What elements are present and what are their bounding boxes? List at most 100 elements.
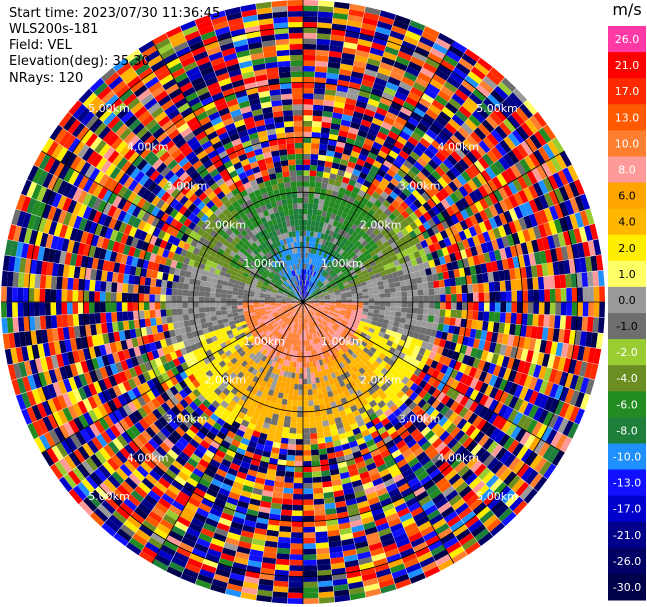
velocity-bin xyxy=(274,402,282,410)
velocity-bin xyxy=(552,233,561,248)
velocity-bin xyxy=(325,83,337,91)
velocity-bin xyxy=(438,461,450,473)
velocity-bin xyxy=(434,69,450,81)
velocity-bin xyxy=(357,500,370,509)
velocity-bin xyxy=(462,302,468,311)
velocity-bin xyxy=(308,186,315,193)
velocity-bin xyxy=(547,262,555,276)
velocity-bin xyxy=(300,340,303,346)
velocity-bin xyxy=(314,326,318,333)
velocity-bin xyxy=(279,520,292,527)
velocity-bin xyxy=(315,181,322,189)
velocity-bin xyxy=(227,531,241,541)
velocity-bin xyxy=(492,322,500,333)
velocity-bin xyxy=(303,291,305,297)
velocity-bin xyxy=(301,307,303,313)
velocity-bin xyxy=(549,302,556,315)
velocity-bin xyxy=(320,256,326,263)
velocity-bin xyxy=(412,359,421,368)
velocity-bin xyxy=(281,398,288,405)
velocity-bin xyxy=(555,153,567,170)
velocity-bin xyxy=(262,490,273,498)
velocity-bin xyxy=(321,177,330,184)
velocity-bin xyxy=(356,176,366,185)
velocity-bin xyxy=(334,290,341,294)
velocity-bin xyxy=(324,299,331,301)
velocity-bin xyxy=(314,271,318,278)
velocity-bin xyxy=(533,111,547,128)
velocity-bin xyxy=(317,569,332,577)
velocity-bin xyxy=(317,11,333,18)
velocity-bin xyxy=(287,444,296,451)
velocity-bin xyxy=(377,182,387,191)
velocity-bin xyxy=(487,496,501,510)
velocity-bin xyxy=(335,233,342,241)
velocity-bin xyxy=(278,453,287,461)
velocity-bin xyxy=(522,302,529,314)
velocity-bin xyxy=(317,564,332,571)
velocity-bin xyxy=(414,46,430,58)
velocity-bin xyxy=(271,378,278,386)
velocity-bin xyxy=(373,112,386,122)
velocity-bin xyxy=(262,387,270,395)
velocity-bin xyxy=(205,316,212,323)
velocity-bin xyxy=(329,468,340,476)
velocity-bin xyxy=(471,523,487,538)
velocity-bin xyxy=(343,328,350,335)
velocity-bin xyxy=(325,513,338,521)
velocity-bin xyxy=(446,138,459,151)
velocity-bin xyxy=(343,448,353,456)
velocity-bin xyxy=(455,110,468,123)
velocity-bin xyxy=(346,221,354,229)
velocity-bin xyxy=(465,424,477,437)
velocity-bin xyxy=(248,299,254,302)
velocity-bin xyxy=(360,567,376,576)
velocity-bin xyxy=(303,175,310,182)
velocity-bin xyxy=(283,348,288,355)
velocity-bin xyxy=(452,67,468,80)
velocity-bin xyxy=(393,408,403,418)
velocity-bin xyxy=(323,363,329,370)
velocity-bin xyxy=(385,268,392,275)
velocity-bin xyxy=(454,189,464,201)
velocity-bin xyxy=(437,416,449,427)
velocity-bin xyxy=(193,302,199,308)
velocity-bin xyxy=(396,390,405,399)
velocity-bin xyxy=(303,450,311,456)
velocity-bin xyxy=(267,406,275,414)
velocity-bin xyxy=(116,311,123,322)
velocity-bin xyxy=(405,215,414,225)
velocity-bin xyxy=(406,312,413,319)
velocity-bin xyxy=(160,309,167,317)
velocity-bin xyxy=(431,322,439,331)
velocity-bin xyxy=(543,276,550,289)
velocity-bin xyxy=(332,573,347,581)
velocity-bin xyxy=(236,447,246,456)
velocity-bin xyxy=(538,380,549,395)
velocity-bin xyxy=(324,305,331,308)
velocity-bin xyxy=(477,283,484,293)
velocity-bin xyxy=(391,395,401,404)
velocity-bin xyxy=(479,510,495,524)
velocity-bin xyxy=(289,327,294,333)
velocity-bin xyxy=(365,220,373,229)
velocity-bin xyxy=(210,584,227,594)
velocity-bin xyxy=(444,122,457,135)
velocity-bin xyxy=(435,554,452,566)
velocity-bin xyxy=(443,184,454,196)
velocity-bin xyxy=(397,373,406,382)
velocity-bin xyxy=(484,302,490,312)
velocity-bin xyxy=(291,322,296,328)
velocity-bin xyxy=(367,127,379,137)
velocity-bin xyxy=(559,151,572,167)
velocity-bin xyxy=(422,459,435,471)
velocity-bin xyxy=(418,248,426,257)
velocity-bin xyxy=(343,171,352,179)
velocity-bin xyxy=(489,111,503,126)
velocity-bin xyxy=(360,510,373,520)
velocity-bin xyxy=(552,261,560,276)
velocity-bin xyxy=(369,224,377,232)
velocity-bin xyxy=(590,255,598,272)
velocity-bin xyxy=(316,382,322,389)
velocity-bin xyxy=(494,389,504,402)
